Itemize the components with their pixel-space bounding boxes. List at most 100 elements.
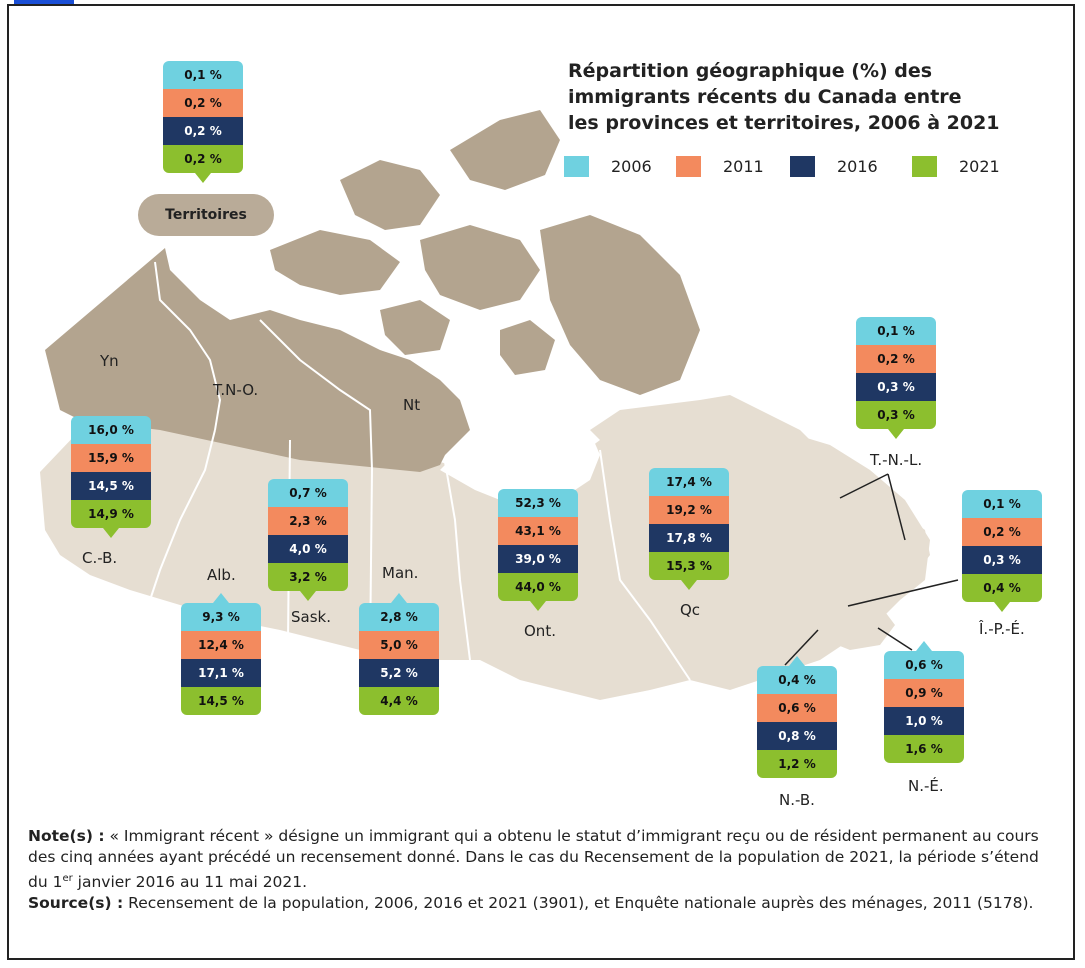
- leader-tnl-a: [839, 473, 889, 499]
- territory-label-yn: Yn: [100, 352, 119, 370]
- value-territoires-2016: 0,2 %: [163, 117, 243, 145]
- value-cb-2016: 14,5 %: [71, 472, 151, 500]
- newfoundland: [880, 515, 930, 575]
- legend-swatch-2006: [564, 156, 589, 177]
- pointer-arrow: [888, 429, 904, 439]
- pointer-arrow: [994, 602, 1010, 612]
- arctic-island-5: [540, 215, 700, 395]
- region-box-alb: 9,3 % 12,4 % 17,1 % 14,5 %: [181, 593, 261, 715]
- source-text: Recensement de la population, 2006, 2016…: [128, 894, 1034, 913]
- pointer-arrow: [195, 173, 211, 183]
- value-tnl-2011: 0,2 %: [856, 345, 936, 373]
- chart-title: Répartition géographique (%) des immigra…: [568, 58, 1008, 136]
- value-qc-2006: 17,4 %: [649, 468, 729, 496]
- region-label-tnl: T.-N.-L.: [870, 451, 923, 469]
- leader-lines: [784, 473, 959, 666]
- leader-tnl-b: [887, 473, 906, 541]
- territory-label-tno: T.N-O.: [213, 381, 259, 399]
- legend-label-2016: 2016: [837, 157, 878, 176]
- leader-ne: [877, 627, 913, 651]
- value-sask-2021: 3,2 %: [268, 563, 348, 591]
- value-nb-2016: 0,8 %: [757, 722, 837, 750]
- borders: [149, 261, 691, 681]
- legend-item-2016: 2016: [790, 156, 878, 177]
- legend-swatch-2011: [676, 156, 701, 177]
- value-man-2021: 4,4 %: [359, 687, 439, 715]
- pointer-arrow: [789, 656, 805, 666]
- value-territoires-2011: 0,2 %: [163, 89, 243, 117]
- region-label-sask: Sask.: [291, 608, 331, 626]
- value-man-2011: 5,0 %: [359, 631, 439, 659]
- legend-item-2021: 2021: [912, 156, 1000, 177]
- arctic-island-7: [500, 320, 555, 375]
- value-man-2006: 2,8 %: [359, 603, 439, 631]
- region-box-man: 2,8 % 5,0 % 5,2 % 4,4 %: [359, 593, 439, 715]
- region-box-sask: 0,7 % 2,3 % 4,0 % 3,2 %: [268, 479, 348, 601]
- northern-land: [45, 110, 700, 472]
- value-ne-2021: 1,6 %: [884, 735, 964, 763]
- pointer-arrow: [300, 591, 316, 601]
- arctic-island-1: [270, 230, 400, 295]
- border-ont-qc: [599, 449, 691, 681]
- region-box-tnl: 0,1 % 0,2 % 0,3 % 0,3 %: [856, 317, 936, 439]
- value-cb-2021: 14,9 %: [71, 500, 151, 528]
- title-line-3: les provinces et territoires, 2006 à 202…: [568, 112, 1000, 134]
- maritimes: [820, 598, 895, 650]
- value-cb-2006: 16,0 %: [71, 416, 151, 444]
- region-label-ne: N.-É.: [908, 777, 944, 795]
- region-box-ipe: 0,1 % 0,2 % 0,3 % 0,4 %: [962, 490, 1042, 612]
- region-box-nb: 0,4 % 0,6 % 0,8 % 1,2 %: [757, 656, 837, 778]
- territory-label-nt: Nt: [403, 396, 421, 414]
- value-ipe-2021: 0,4 %: [962, 574, 1042, 602]
- legend-swatch-2016: [790, 156, 815, 177]
- region-label-qc: Qc: [680, 601, 701, 619]
- top-accent-line: [14, 0, 74, 4]
- value-nb-2021: 1,2 %: [757, 750, 837, 778]
- region-box-territoires: 0,1 % 0,2 % 0,2 % 0,2 %: [163, 61, 243, 183]
- region-box-cb: 16,0 % 15,9 % 14,5 % 14,9 %: [71, 416, 151, 538]
- source-paragraph: Source(s) : Recensement de la population…: [28, 893, 1063, 914]
- value-nb-2006: 0,4 %: [757, 666, 837, 694]
- value-tnl-2021: 0,3 %: [856, 401, 936, 429]
- value-alb-2021: 14,5 %: [181, 687, 261, 715]
- title-line-1: Répartition géographique (%) des: [568, 60, 933, 82]
- note-superscript: er: [62, 873, 73, 884]
- value-territoires-2006: 0,1 %: [163, 61, 243, 89]
- value-ont-2011: 43,1 %: [498, 517, 578, 545]
- value-ipe-2011: 0,2 %: [962, 518, 1042, 546]
- pointer-arrow: [916, 641, 932, 651]
- legend-label-2011: 2011: [723, 157, 764, 176]
- region-label-alb: Alb.: [207, 566, 236, 584]
- value-ont-2016: 39,0 %: [498, 545, 578, 573]
- pointer-arrow: [103, 528, 119, 538]
- region-box-ont: 52,3 % 43,1 % 39,0 % 44,0 %: [498, 489, 578, 611]
- border-yn-tno: [154, 261, 222, 431]
- value-sask-2011: 2,3 %: [268, 507, 348, 535]
- legend-item-2006: 2006: [564, 156, 652, 177]
- region-label-nb: N.-B.: [779, 791, 815, 809]
- value-qc-2011: 19,2 %: [649, 496, 729, 524]
- hudson-bay: [440, 420, 600, 505]
- notes-block: Note(s) : « Immigrant récent » désigne u…: [28, 826, 1063, 914]
- border-man-ont: [444, 461, 471, 661]
- value-ne-2016: 1,0 %: [884, 707, 964, 735]
- source-label: Source(s) :: [28, 894, 124, 913]
- legend-label-2006: 2006: [611, 157, 652, 176]
- value-sask-2016: 4,0 %: [268, 535, 348, 563]
- border-bc-alb: [149, 429, 216, 601]
- arctic-island-6: [380, 300, 450, 355]
- note-text-1: « Immigrant récent » désigne un immigran…: [28, 827, 1039, 892]
- arctic-island-3: [420, 225, 540, 310]
- value-tnl-2016: 0,3 %: [856, 373, 936, 401]
- title-line-2: immigrants récents du Canada entre: [568, 86, 962, 108]
- region-box-ne: 0,6 % 0,9 % 1,0 % 1,6 %: [884, 641, 964, 763]
- value-sask-2006: 0,7 %: [268, 479, 348, 507]
- region-box-qc: 17,4 % 19,2 % 17,8 % 15,3 %: [649, 468, 729, 590]
- pointer-arrow: [530, 601, 546, 611]
- value-ne-2011: 0,9 %: [884, 679, 964, 707]
- region-label-ont: Ont.: [524, 622, 556, 640]
- value-ont-2021: 44,0 %: [498, 573, 578, 601]
- leader-ipe: [847, 579, 959, 607]
- value-ipe-2006: 0,1 %: [962, 490, 1042, 518]
- territoires-label: Territoires: [138, 194, 274, 236]
